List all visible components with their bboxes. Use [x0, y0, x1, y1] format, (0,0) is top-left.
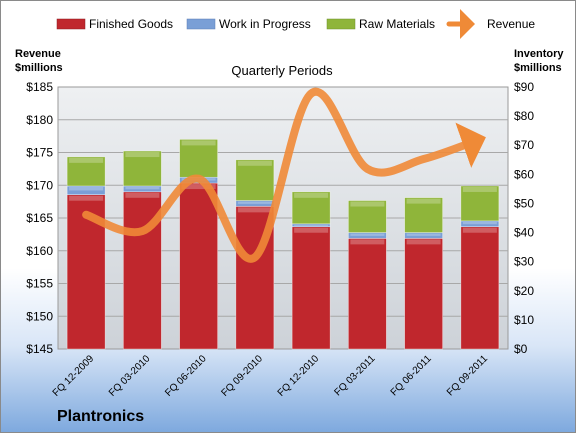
right-tick-label: $20 — [514, 284, 534, 298]
bar-raw-materials — [404, 197, 443, 233]
legend-label-work-in-progress: Work in Progress — [219, 17, 311, 31]
bar-highlight — [294, 224, 329, 226]
legend-swatch-work-in-progress — [186, 18, 216, 30]
bar-highlight — [294, 227, 329, 233]
left-tick-label: $180 — [26, 113, 53, 127]
legend-swatch-raw-materials — [326, 18, 356, 30]
right-tick-label: $90 — [514, 80, 534, 94]
revenue-line-group — [82, 87, 486, 263]
legend-swatch-finished-goods — [56, 18, 86, 30]
right-tick-label: $0 — [514, 342, 528, 356]
bar-highlight — [181, 140, 216, 146]
revenue-line — [82, 87, 486, 263]
bar-raw-materials — [66, 156, 106, 187]
left-tick-label: $170 — [26, 178, 53, 192]
left-tick-label: $145 — [26, 342, 53, 356]
bar-highlight — [69, 186, 104, 191]
legend-label-finished-goods: Finished Goods — [89, 17, 173, 31]
bar-highlight — [237, 201, 272, 204]
bar-highlight — [125, 186, 160, 190]
bar-highlight — [237, 207, 272, 213]
bar-highlight — [406, 233, 441, 236]
bar-highlight — [181, 184, 216, 190]
company-name: Plantronics — [57, 408, 144, 425]
right-tick-label: $80 — [514, 109, 534, 123]
x-axis-ticks: FQ 12-2009 FQ 03-2010 FQ 06-2010 FQ 09-2010… — [51, 353, 491, 399]
left-axis-title-line1: Revenue — [15, 48, 61, 60]
bar-highlight — [462, 221, 497, 225]
bar-highlight — [294, 192, 329, 198]
right-tick-label: $10 — [514, 313, 534, 327]
bar-highlight — [237, 160, 272, 166]
right-tick-label: $50 — [514, 196, 534, 210]
bar-finished-goods — [460, 226, 500, 350]
bar-finished-goods — [404, 238, 443, 350]
bar-highlight — [125, 192, 160, 198]
x-tick-label: FQ 09-2010 — [219, 353, 265, 399]
right-axis-title-line2: $millions — [514, 62, 562, 74]
bar-raw-materials — [348, 200, 387, 233]
right-axis-ticks: $0 $10 $20 $30 $40 $50 $60 $70 $80 $90 — [514, 80, 534, 356]
bar-raw-materials — [235, 159, 275, 201]
bar-highlight — [406, 239, 441, 245]
x-tick-label: FQ 03-2011 — [333, 353, 378, 398]
right-tick-label: $70 — [514, 138, 534, 152]
chart-title: Quarterly Periods — [231, 63, 333, 78]
left-tick-label: $165 — [26, 211, 53, 225]
bar-highlight — [350, 201, 385, 207]
right-tick-label: $40 — [514, 226, 534, 240]
right-tick-label: $60 — [514, 167, 534, 181]
left-tick-label: $160 — [26, 244, 53, 258]
bar-raw-materials — [123, 150, 162, 187]
bar-highlight — [350, 233, 385, 236]
bar-raw-materials — [291, 191, 331, 225]
bar-highlight — [462, 227, 497, 233]
bar-finished-goods — [348, 238, 387, 350]
left-axis-title-line2: $millions — [15, 62, 63, 74]
legend-label-revenue: Revenue — [487, 17, 535, 31]
bar-highlight — [406, 198, 441, 204]
bar-highlight — [69, 157, 104, 163]
left-tick-label: $175 — [26, 146, 53, 160]
x-tick-label: FQ 12-2010 — [276, 353, 322, 399]
bar-raw-materials — [460, 185, 500, 222]
x-tick-label: FQ 06-2010 — [163, 353, 209, 399]
legend: Finished Goods Work in Progress Raw Mate… — [56, 9, 535, 39]
bar-finished-goods — [179, 182, 218, 350]
left-axis-ticks: $145 $150 $155 $160 $165 $170 $175 $180 $185 — [26, 80, 53, 356]
x-tick-label: FQ 12-2009 — [51, 353, 97, 399]
legend-label-raw-materials: Raw Materials — [359, 17, 435, 31]
bar-highlight — [69, 195, 104, 201]
x-tick-label: FQ 06-2011 — [389, 353, 434, 398]
bar-finished-goods — [291, 226, 331, 350]
bar-highlight — [350, 239, 385, 245]
left-tick-label: $150 — [26, 309, 53, 323]
bar-highlight — [462, 186, 497, 192]
left-tick-label: $155 — [26, 277, 53, 291]
left-tick-label: $185 — [26, 80, 53, 94]
bar-highlight — [125, 152, 160, 158]
x-tick-label: FQ 03-2010 — [107, 353, 153, 399]
right-tick-label: $30 — [514, 255, 534, 269]
right-axis-title-line1: Inventory — [514, 48, 564, 60]
x-tick-label: FQ 09-2011 — [445, 353, 490, 398]
